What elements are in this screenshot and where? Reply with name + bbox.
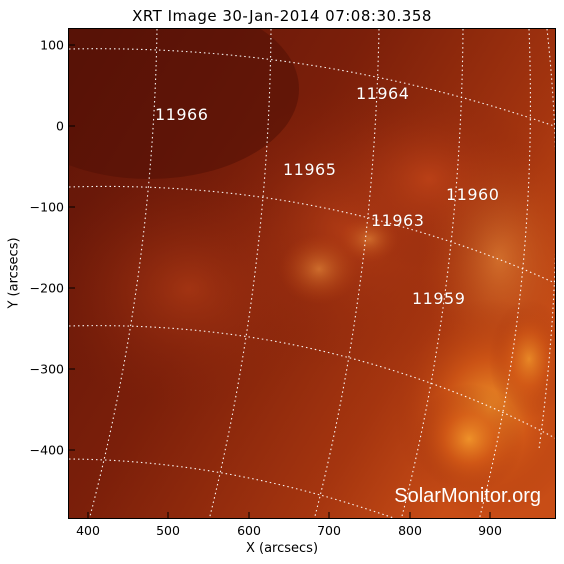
- x-tick-label: 700: [317, 523, 341, 538]
- y-axis-label: Y (arcsecs): [6, 237, 22, 309]
- image-title: XRT Image 30-Jan-2014 07:08:30.358: [132, 7, 432, 25]
- y-tick-label: −400: [29, 442, 64, 458]
- solarmonitor-watermark: SolarMonitor.org: [394, 485, 541, 507]
- x-tick-label: 600: [237, 523, 261, 538]
- y-tick-label: −300: [29, 361, 64, 377]
- x-tick-label: 500: [156, 523, 180, 538]
- x-tick-label: 900: [478, 523, 502, 538]
- y-tick-label: −100: [29, 199, 64, 215]
- y-tick-label: 0: [56, 118, 64, 134]
- region-label-11964: 11964: [356, 84, 410, 103]
- region-label-11959: 11959: [412, 289, 466, 308]
- region-label-11960: 11960: [446, 185, 500, 204]
- region-label-11966: 11966: [155, 105, 209, 124]
- x-tick-label: 800: [398, 523, 422, 538]
- solar-image-canvas: [69, 29, 555, 518]
- y-tick-label: −200: [29, 280, 64, 296]
- region-label-11963: 11963: [371, 211, 425, 230]
- x-tick-label: 400: [76, 523, 100, 538]
- x-axis-label: X (arcsecs): [245, 541, 319, 556]
- y-tick-label: 100: [40, 37, 64, 53]
- region-label-11965: 11965: [283, 160, 337, 179]
- solar-xray-image: 11966 11964 11965 11960 11963 11959 Sola…: [68, 28, 556, 519]
